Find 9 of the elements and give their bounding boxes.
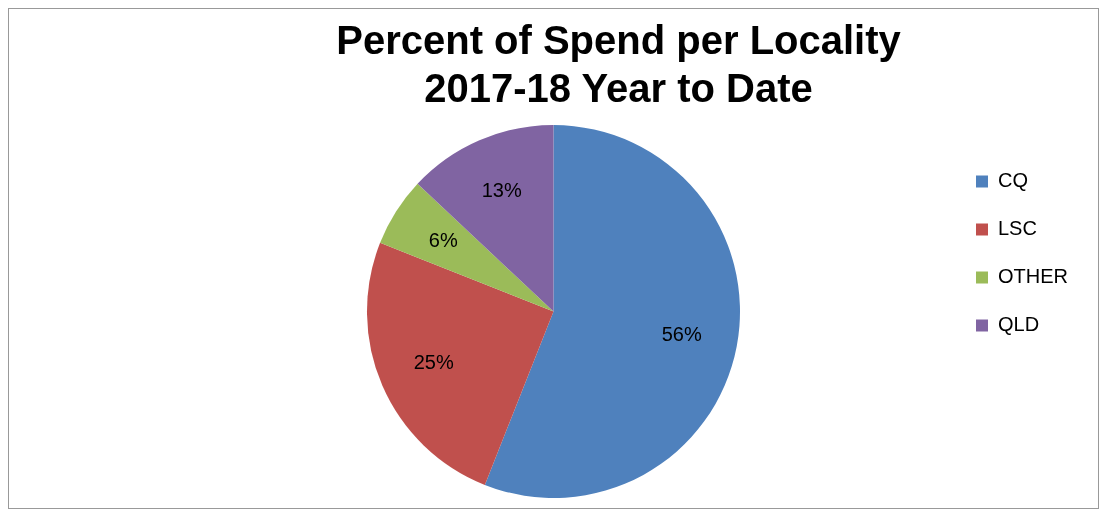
chart-title: Percent of Spend per Locality 2017-18 Year to Date	[336, 18, 902, 111]
data-label: 6%	[428, 229, 458, 252]
legend-label: LSC	[998, 217, 1037, 240]
data-label: 56%	[661, 323, 702, 346]
legend-label: CQ	[998, 169, 1028, 192]
data-label: 25%	[413, 350, 454, 373]
legend-label: OTHER	[998, 265, 1068, 288]
legend-label: QLD	[998, 313, 1040, 336]
data-label: 13%	[481, 179, 522, 202]
